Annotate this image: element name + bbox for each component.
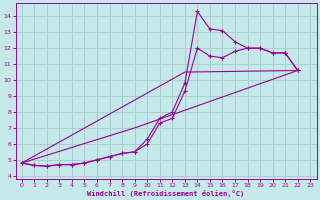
X-axis label: Windchill (Refroidissement éolien,°C): Windchill (Refroidissement éolien,°C) [87, 190, 245, 197]
